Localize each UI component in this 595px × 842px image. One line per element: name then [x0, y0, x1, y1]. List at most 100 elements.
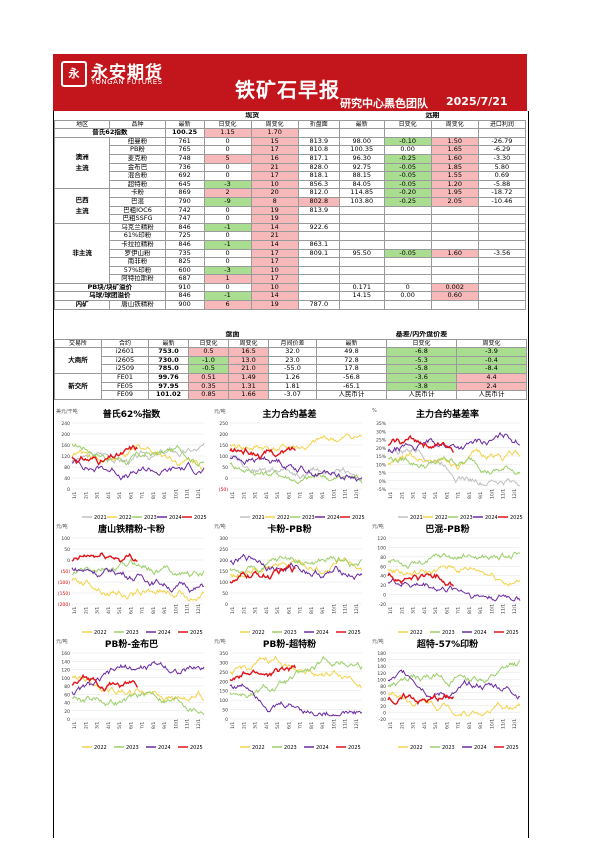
x-tick-label: 6/1	[128, 722, 134, 729]
cell	[338, 265, 385, 276]
cell: 114.85	[338, 188, 385, 198]
column-header: 最新	[338, 119, 385, 130]
series-line-2023	[71, 558, 205, 578]
series-line-2025	[71, 673, 139, 693]
legend-label: 2023	[442, 745, 455, 751]
x-tick-label: 4/1	[106, 722, 112, 729]
table-row: 阿特拉斯粉 687 1 17	[55, 274, 527, 284]
x-tick-label: 1/1	[72, 722, 78, 729]
cell: 14.15	[338, 291, 385, 302]
x-tick-label: 9/1	[478, 492, 484, 499]
x-tick-label: 2/1	[399, 607, 405, 614]
cell: 16.5	[228, 347, 269, 357]
x-tick-label: 12/1	[354, 489, 360, 499]
table-row: 盘面 基差/内外盘价差	[55, 331, 527, 339]
legend-label: 2022	[119, 515, 132, 521]
x-tick-label: 2/1	[399, 492, 405, 499]
x-tick-label: 1/1	[230, 607, 236, 614]
cell	[338, 231, 385, 241]
cell: 13.0	[228, 355, 269, 366]
table-row: 巴粗SSFG 747 0 19	[55, 214, 527, 224]
legend-label: 2023	[460, 515, 473, 521]
cell: 846	[164, 291, 205, 302]
contract-name: i2509	[101, 364, 149, 374]
cell: 15	[250, 136, 299, 147]
y-tick-label: 200	[219, 558, 228, 564]
y-tick-label: 0	[225, 717, 228, 723]
cell: 787.0	[297, 300, 340, 310]
table-row: PB块/块矿溢价 910 0 10 0.171 0 0.002	[54, 282, 527, 293]
y-tick-label: 250	[219, 670, 228, 676]
chart-plot: 160 140 120 100 80 60 40 20 01/1 2/1 3/1 4/1 5/1 6/1 7…	[61, 651, 205, 751]
cell: 2.4	[455, 381, 528, 392]
table-cell	[297, 128, 340, 138]
x-tick-label: 12/1	[512, 719, 518, 729]
y-tick-label: 60	[380, 564, 386, 570]
x-tick-label: 5/1	[275, 492, 281, 499]
cell: -3.30	[477, 153, 527, 164]
cell	[383, 222, 432, 233]
section-basis-label: 基差/内外盘价差	[395, 331, 448, 338]
series-line-2021	[387, 447, 520, 487]
x-tick-label: 3/1	[411, 607, 417, 614]
cell: 2	[203, 188, 252, 198]
y-tick-label: 80	[380, 684, 386, 690]
contract-name: FE05	[101, 381, 149, 392]
cell	[430, 300, 479, 310]
y-tick-label: 100	[377, 545, 386, 551]
cell: 1.26	[268, 372, 317, 383]
chart-unit: 元/吨	[372, 639, 384, 645]
legend-label: 2023	[302, 515, 315, 521]
legend-label: 2025	[506, 630, 519, 636]
y-tick-label: 200	[219, 679, 228, 685]
x-tick-label: 1/1	[230, 722, 236, 729]
table-header-row: 地区 品种 最新 日变化 周变化 折盘面 最新 日变化 周变化 进口利润	[53, 119, 527, 130]
y-tick-label: 25%	[376, 438, 387, 444]
cell: 645	[164, 179, 205, 190]
column-header: 折盘面	[297, 119, 340, 130]
series-line-2022	[387, 448, 521, 471]
series-line-2025	[387, 692, 455, 706]
legend-label: 2024	[485, 515, 498, 521]
table-row: 南非粉 825 0 17	[55, 257, 527, 267]
x-tick-label: 10/1	[173, 604, 179, 614]
y-tick-label: 140	[377, 664, 386, 670]
table-row: FE09 101.02 0.85 1.66 -3.07 人民币计 人民币计 人民币计	[55, 390, 528, 400]
x-tick-label: 1/1	[72, 607, 78, 614]
x-tick-label: 2/1	[241, 722, 247, 729]
cell	[297, 291, 340, 302]
platts-label: 普氏62指数	[54, 128, 166, 138]
cell: 0.85	[188, 390, 229, 400]
y-tick-label: 0	[67, 487, 70, 493]
y-tick-label: 120	[377, 536, 386, 542]
product-name: 57%印粉	[109, 265, 166, 276]
cell: 900	[164, 300, 205, 310]
cell: 828.0	[297, 162, 340, 173]
cell: -65.1	[316, 381, 387, 392]
chart-plot: 240 200 160 120 80 40 01/1 2/1 3/1 4/1 5/1 6/1 7/1 8/…	[61, 421, 206, 521]
series-line-2023	[387, 456, 521, 475]
legend-label: 2025	[510, 515, 523, 521]
cell: -1	[203, 291, 252, 302]
table-cell	[110, 112, 165, 120]
y-tick-label: 50	[222, 591, 228, 597]
y-tick-label: 240	[61, 421, 70, 427]
x-tick-label: 1/1	[388, 607, 394, 614]
table-row: 卡拉拉精粉 846 -1 14 863.1	[55, 239, 527, 250]
cell: 810.8	[297, 145, 340, 155]
product-name: 金布巴	[109, 162, 166, 173]
cell: 856.3	[297, 179, 340, 190]
column-header: 周变化	[250, 119, 299, 130]
product-name: PB粉	[109, 145, 166, 155]
x-tick-label: 10/1	[331, 719, 337, 729]
cell: 21.0	[228, 364, 269, 374]
x-tick-label: 5/1	[117, 492, 123, 499]
cell: 10	[250, 265, 299, 276]
cell	[297, 257, 340, 267]
y-tick-label: 120	[61, 454, 70, 460]
cell: -0.05	[383, 179, 432, 190]
y-tick-label: 100	[377, 677, 386, 683]
cell: 785.0	[148, 364, 189, 374]
y-tick-label: 15%	[376, 454, 387, 460]
x-tick-label: 9/1	[478, 607, 484, 614]
